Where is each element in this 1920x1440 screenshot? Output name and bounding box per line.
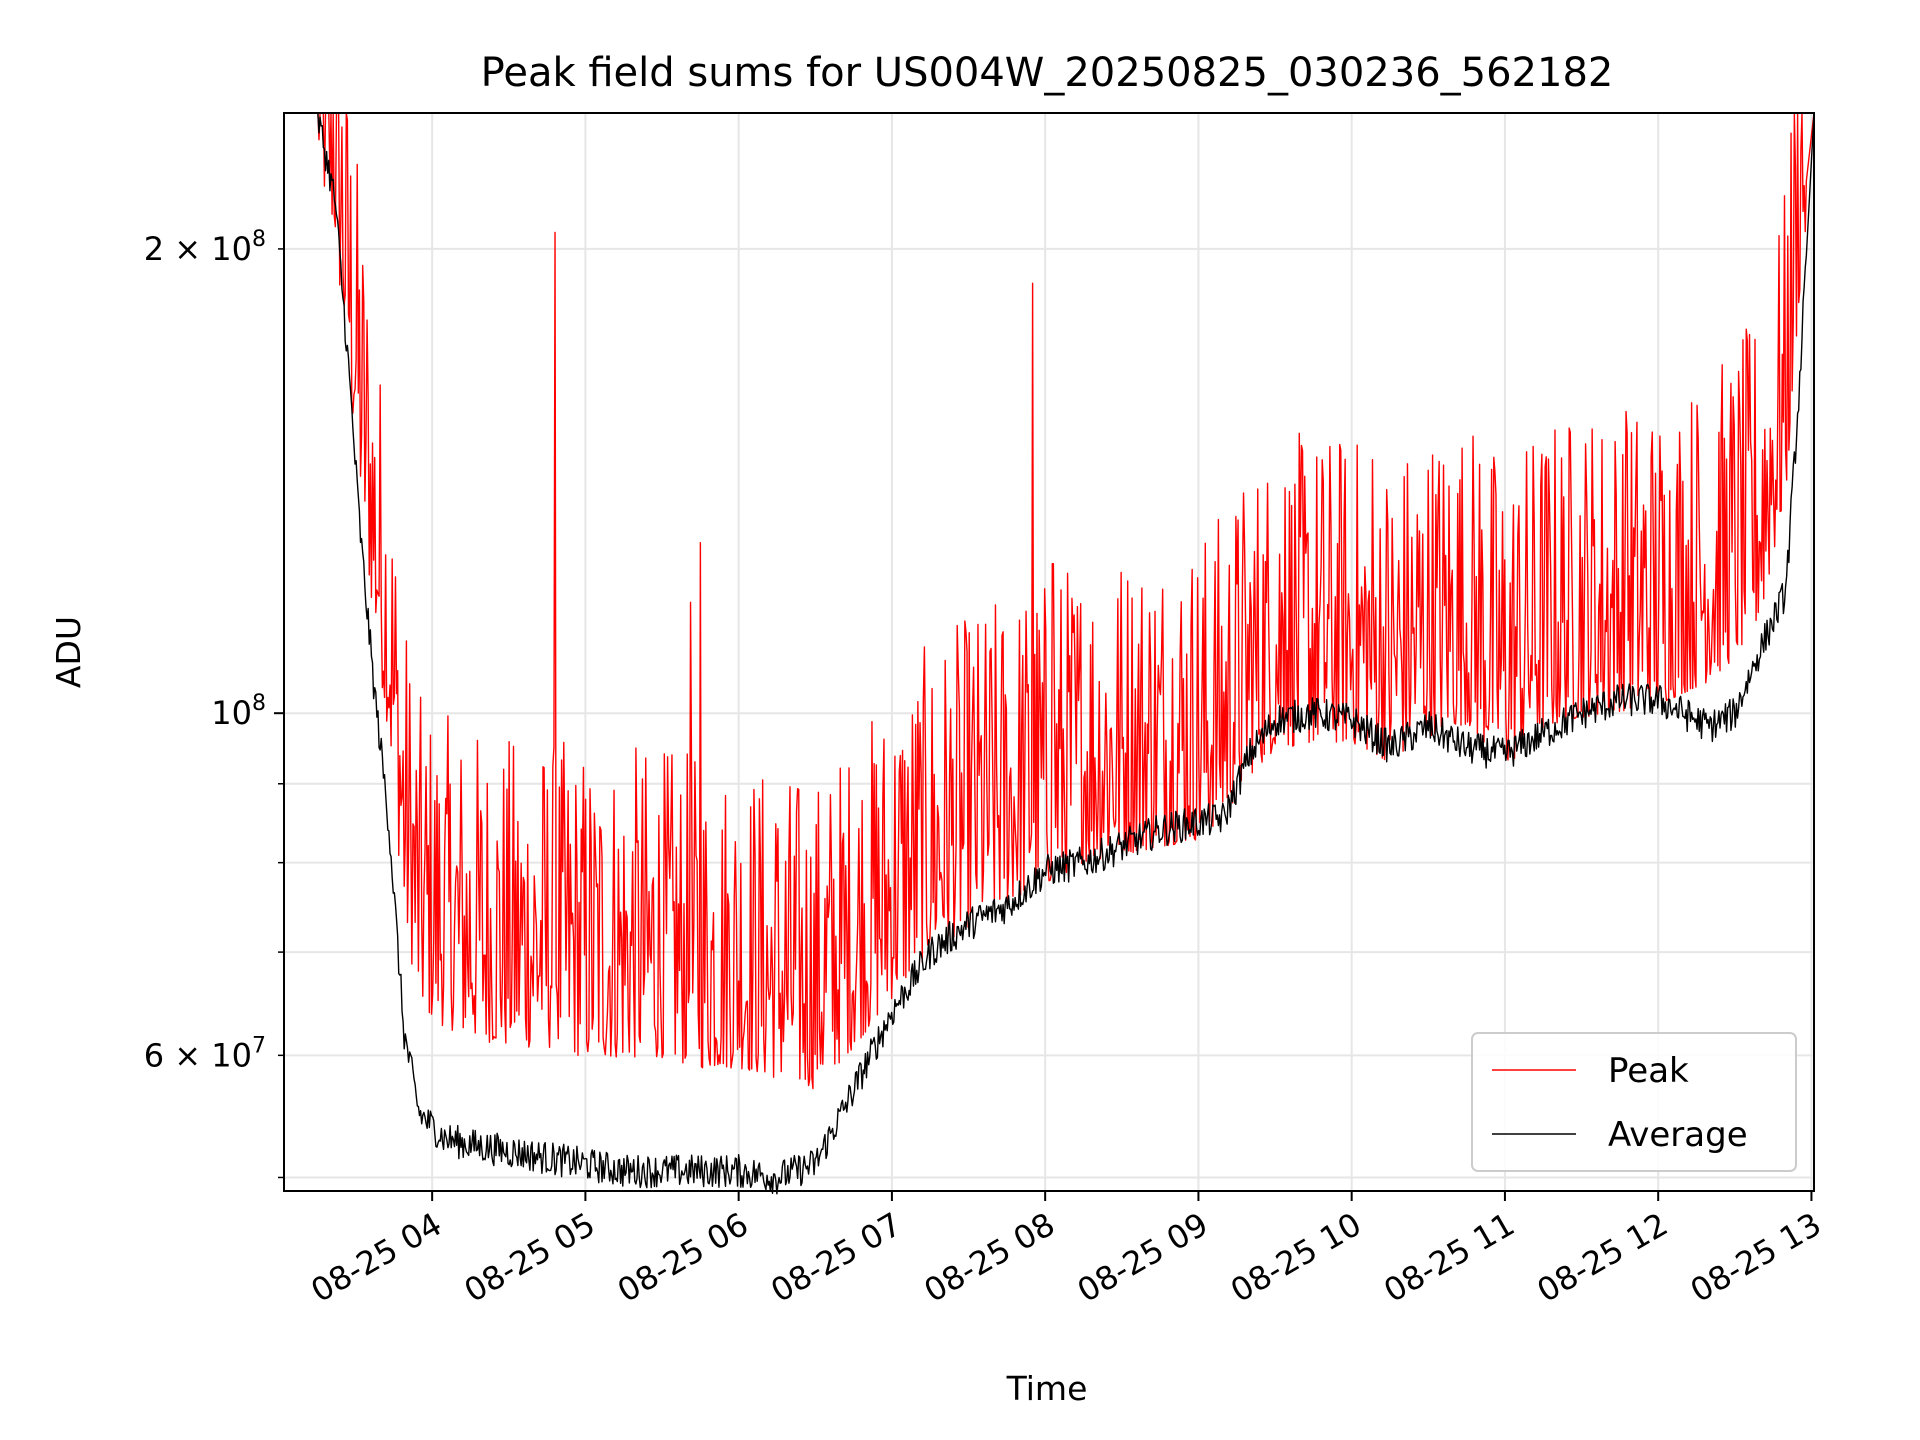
series-line-average	[284, 112, 1815, 1195]
chart-title: Peak field sums for US004W_20250825_0302…	[481, 50, 1614, 96]
plot-frame	[283, 112, 1815, 1192]
y-tick-label: 2 × 108	[144, 227, 266, 268]
legend-label-average: Average	[1608, 1115, 1748, 1155]
series-layer	[284, 112, 1815, 1195]
legend: Peak Average	[1471, 1032, 1797, 1172]
legend-box	[1471, 1032, 1797, 1172]
y-tick-label: 6 × 107	[144, 1033, 266, 1074]
series-line-peak	[284, 112, 1815, 1090]
legend-label-peak: Peak	[1608, 1051, 1689, 1091]
x-axis-label: Time	[1006, 1369, 1088, 1408]
y-axis-label: ADU	[49, 616, 88, 688]
